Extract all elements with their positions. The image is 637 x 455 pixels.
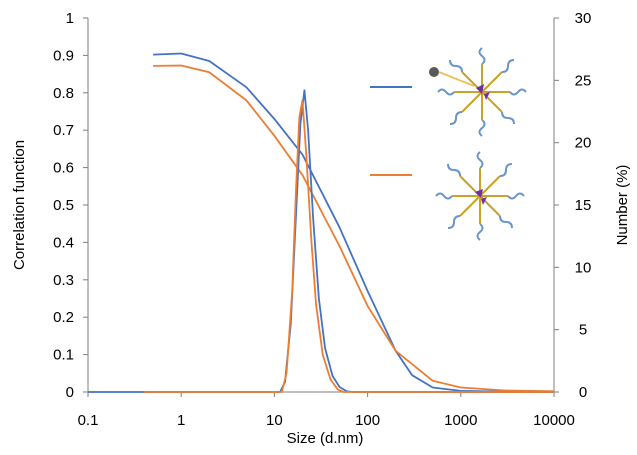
y-left-tick-label: 1 [66,10,74,27]
x-tick-label: 10000 [533,412,575,429]
y-left-tick-label: 0.7 [53,122,74,139]
y-left-tick-label: 0.8 [53,85,74,102]
y-left-tick-label: 0.5 [53,197,74,214]
micelle-coils [435,151,525,241]
y-left-tick-label: 0.3 [53,272,74,289]
x-tick-label: 1 [177,412,185,429]
y-right-tick-label: 0 [579,384,587,401]
series-line-number-orange [144,99,554,393]
y-left-tick-label: 0.6 [53,160,74,177]
micelle-coils [437,47,527,137]
series-line-correlation-blue [153,52,555,393]
y-axis-left-label: Correlation function [11,140,28,270]
x-axis-label: Size (d.nm) [287,430,364,447]
x-tick-label: 10 [266,412,283,429]
micelle-core-marker [476,84,484,94]
y-right-tick-label: 30 [575,10,592,27]
dye-conjugate-link [438,71,475,87]
y-left-tick-label: 0.9 [53,47,74,64]
x-tick-label: 1000 [444,412,477,429]
micelle-core-marker-2 [481,197,487,205]
micelle-empty-illustration [435,151,525,241]
y-left-tick-label: 0.2 [53,309,74,326]
y-left-tick-label: 0.1 [53,347,74,364]
y-left-tick-label: 0.4 [53,234,74,251]
y-right-tick-label: 10 [575,259,592,276]
micelle-arms [454,64,510,120]
y-left-tick-label: 0 [66,384,74,401]
y-right-tick-label: 20 [575,135,592,152]
micelle-core-marker [475,189,483,198]
series-line-correlation-orange [153,64,555,393]
y-right-tick-label: 15 [575,197,592,214]
legend [370,47,527,241]
axes: 0.1 1 10 100 1000 1000000.10.20.30.40.50.60.7… [53,10,591,429]
x-tick-label: 0.1 [78,412,99,429]
y-axis-right-label: Number (%) [614,165,631,246]
series-layer [88,52,555,393]
micelle-core-marker-2 [484,92,490,100]
y-right-tick-label: 5 [579,322,587,339]
y-right-tick-label: 25 [575,72,592,89]
micelle-dye-loaded-illustration [429,47,527,137]
dye-conjugate-head [429,67,439,77]
x-tick-label: 100 [355,412,380,429]
